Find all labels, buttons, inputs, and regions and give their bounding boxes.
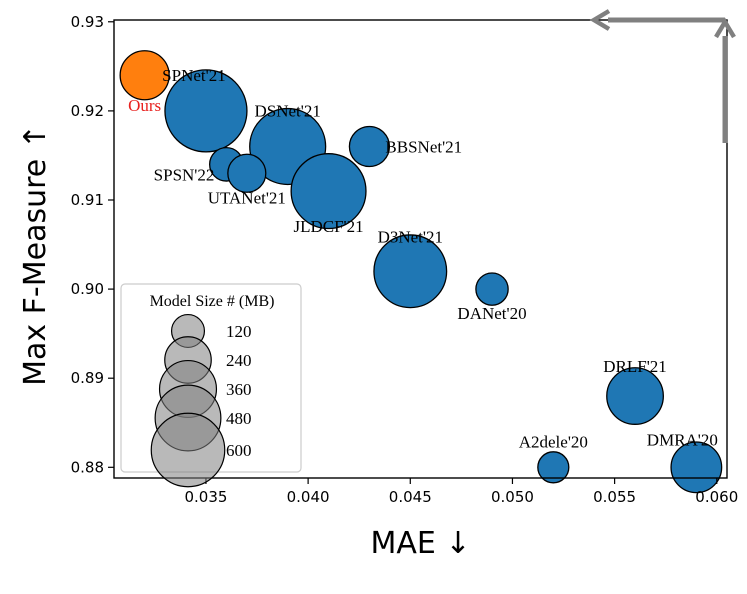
y-tick-label: 0.88 <box>71 458 104 476</box>
point-spnet-21 <box>164 69 248 153</box>
y-tick-label: 0.92 <box>71 102 104 120</box>
point-label-d3net-21: D3Net'21 <box>378 227 443 246</box>
y-tick-label: 0.91 <box>71 191 104 209</box>
legend-label-360: 360 <box>226 380 252 399</box>
point-label-dmra-20: DMRA'20 <box>647 430 718 449</box>
y-tick-label: 0.90 <box>71 280 104 298</box>
x-tick-label: 0.055 <box>593 488 636 506</box>
point-label-spnet-21: SPNet'21 <box>162 66 226 85</box>
x-tick-label: 0.040 <box>287 488 330 506</box>
point-label-drlf-21: DRLF'21 <box>603 357 667 376</box>
up-arrowhead <box>714 17 736 39</box>
legend-label-240: 240 <box>226 351 252 370</box>
x-tick-label: 0.035 <box>184 488 227 506</box>
y-tick-label: 0.93 <box>71 13 104 31</box>
point-dmra-20 <box>670 441 723 494</box>
point-ours <box>119 50 170 101</box>
point-label-ours: Ours <box>128 96 161 115</box>
point-label-danet-20: DANet'20 <box>457 304 526 323</box>
axis-ticks: 0.035 0.040 0.045 0.050 0.055 0.060 0.88 0.89 0.… <box>71 13 739 506</box>
point-label-utanet-21: UTANet'21 <box>208 188 286 207</box>
point-jldcf-21 <box>290 153 367 230</box>
point-label-bbsnet-21: BBSNet'21 <box>385 138 462 157</box>
y-axis-label: Max F-Measure ↑ <box>18 124 53 386</box>
point-a2dele-20 <box>537 451 570 484</box>
point-drlf-21 <box>606 367 664 425</box>
point-label-spsn-22: SPSN'22 <box>154 165 215 184</box>
point-bbsnet-21 <box>348 125 391 168</box>
legend-marker-600 <box>150 412 226 488</box>
left-arrowhead <box>589 9 611 31</box>
point-danet-20 <box>475 272 509 306</box>
x-axis-label: MAE ↓ <box>370 526 470 561</box>
point-utanet-21 <box>227 153 267 193</box>
plot-frame <box>113 19 728 479</box>
legend-label-120: 120 <box>226 322 252 341</box>
point-label-a2dele-20: A2dele'20 <box>519 432 588 451</box>
point-label-dsnet-21: DSNet'21 <box>255 102 321 121</box>
x-tick-label: 0.050 <box>491 488 534 506</box>
legend: Model Size # (MB) 120 240 360 480 600 <box>120 283 302 488</box>
legend-label-600: 600 <box>226 441 252 460</box>
y-tick-label: 0.89 <box>71 369 104 387</box>
direction-arrows <box>589 9 736 143</box>
point-label-jldcf-21: JLDCF'21 <box>293 217 363 236</box>
legend-label-480: 480 <box>226 409 252 428</box>
point-d3net-21 <box>373 234 448 309</box>
x-tick-label: 0.060 <box>695 488 738 506</box>
legend-title: Model Size # (MB) <box>150 293 275 310</box>
x-tick-label: 0.045 <box>389 488 432 506</box>
